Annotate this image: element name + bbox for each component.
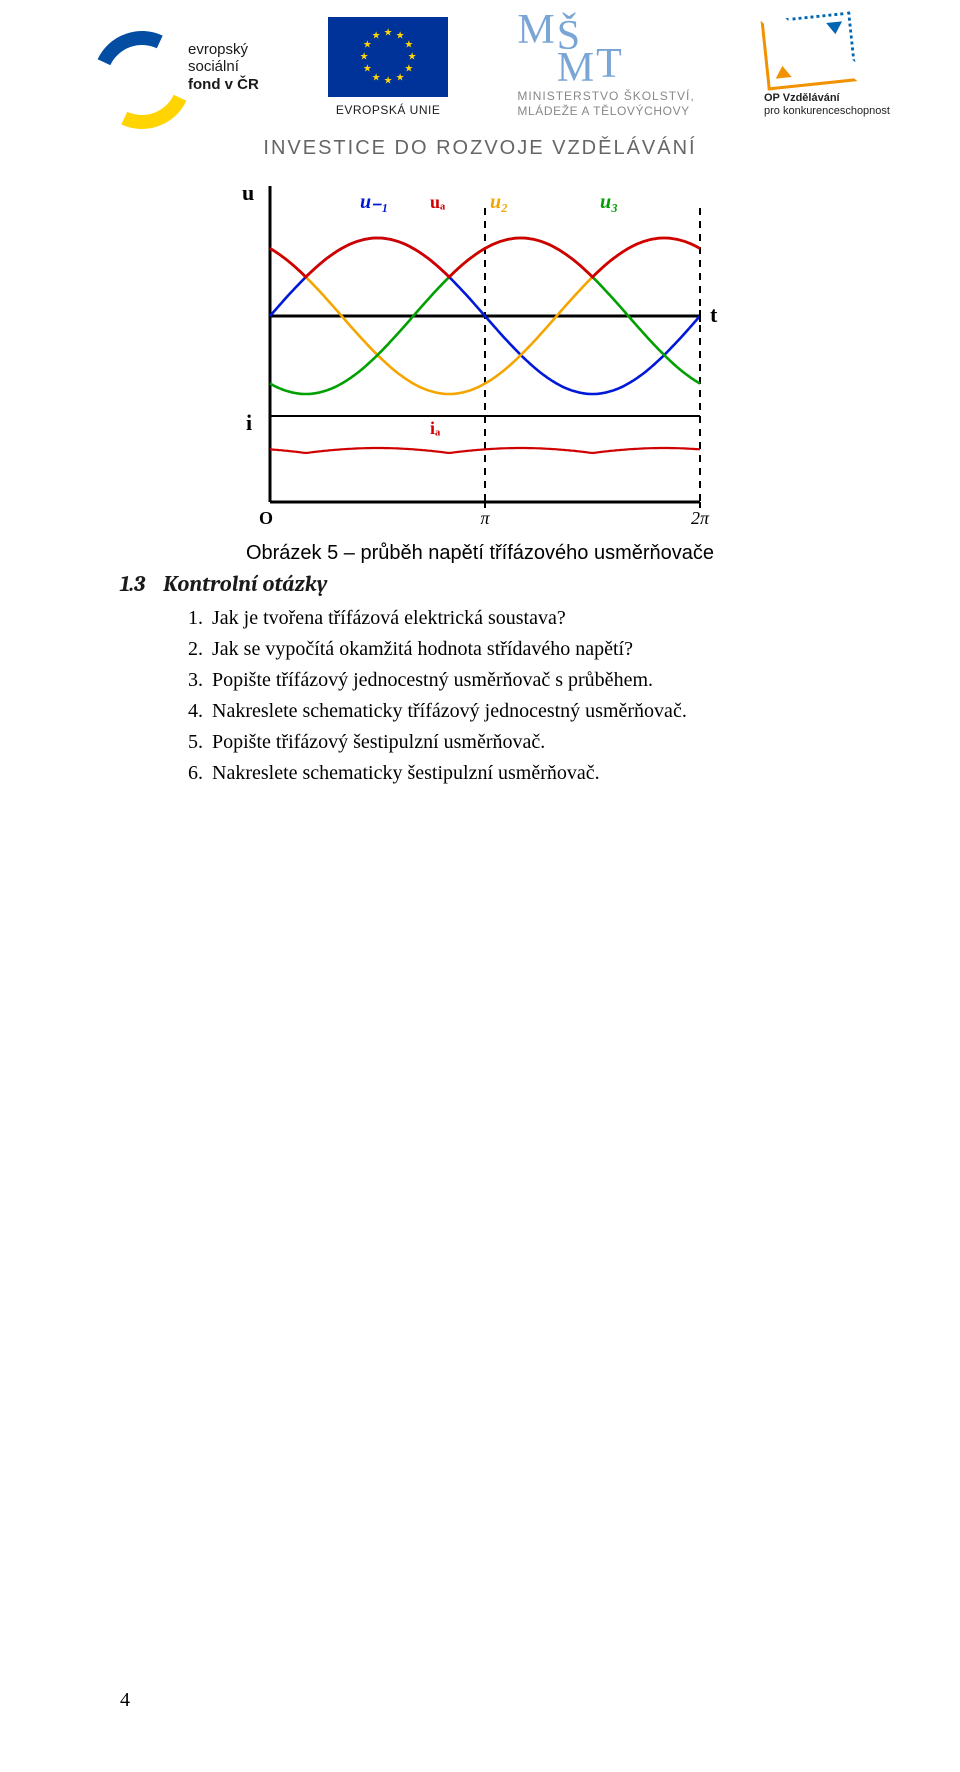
svg-text:u₃: u₃ [600, 191, 618, 213]
eu-star-icon: ★ [404, 64, 413, 75]
eu-star-icon: ★ [404, 40, 413, 51]
svg-text:u: u [242, 180, 254, 205]
eu-star-icon: ★ [360, 52, 369, 63]
svg-text:π: π [480, 508, 490, 528]
header-tagline: INVESTICE DO ROZVOJE VZDĚLÁVÁNÍ [0, 137, 960, 160]
eu-star-icon: ★ [372, 31, 381, 42]
svg-text:t: t [710, 302, 718, 327]
question-item: Jak je tvořena třífázová elektrická sous… [208, 603, 840, 634]
eu-caption: EVROPSKÁ UNIE [328, 103, 448, 117]
svg-text:uₐ: uₐ [430, 192, 446, 212]
op-logo-block: OP Vzdělávání pro konkurenceschopnost [764, 16, 890, 118]
page-number: 4 [120, 1689, 130, 1712]
eu-logo-block: ★★★★★★★★★★★★ EVROPSKÁ UNIE [328, 17, 448, 117]
svg-text:O: O [259, 508, 273, 528]
eu-star-icon: ★ [384, 28, 393, 39]
svg-text:esf: esf [73, 69, 105, 94]
svg-text:u₋₁: u₋₁ [360, 191, 389, 213]
esf-logo: esf [70, 27, 180, 107]
eu-star-icon: ★ [363, 40, 372, 51]
question-item: Nakreslete schematicky šestipulzní usměr… [208, 758, 840, 789]
chart-container: t u i Oπ 2π u₋₁ u₂ u₃ uₐ iₐ Obrázek 5 – průběh na… [220, 176, 740, 565]
op-caption: OP Vzdělávání pro konkurenceschopnost [764, 92, 890, 118]
op-triangle-a-icon [774, 65, 791, 79]
question-item: Popište třifázový šestipulzní usměrňovač… [208, 727, 840, 758]
msmt-wordmark-row2: MMT [517, 43, 694, 85]
esf-caption: evropský sociální fond v ČR [188, 41, 259, 93]
eu-star-icon: ★ [396, 72, 405, 83]
header-logos: esf evropský sociální fond v ČR ★★★★★★★★… [0, 0, 960, 119]
questions-list: Jak je tvořena třífázová elektrická sous… [208, 603, 840, 789]
svg-text:i: i [246, 410, 252, 435]
msmt-caption: MINISTERSTVO ŠKOLSTVÍ, MLÁDEŽE A TĚLOVÝC… [517, 89, 694, 119]
section-heading: 1.3 Kontrolní otázky [120, 571, 840, 597]
msmt-logo-block: MŠ MMT MINISTERSTVO ŠKOLSTVÍ, MLÁDEŽE A … [517, 15, 694, 119]
content-body: 1.3 Kontrolní otázky Jak je tvořena tříf… [0, 571, 960, 789]
esf-line3: fond v ČR [188, 76, 259, 93]
svg-text:u₂: u₂ [490, 191, 508, 213]
esf-wordmark-icon: esf [73, 65, 113, 95]
section-title: Kontrolní otázky [163, 571, 327, 597]
msmt-line1: MINISTERSTVO ŠKOLSTVÍ, [517, 89, 694, 104]
op-line1: OP Vzdělávání [764, 92, 840, 104]
svg-text:2π: 2π [691, 508, 710, 528]
op-line2: pro konkurenceschopnost [764, 105, 890, 117]
esf-logo-block: esf evropský sociální fond v ČR [70, 27, 259, 107]
eu-star-icon: ★ [363, 64, 372, 75]
op-logo-icon [761, 11, 858, 90]
eu-star-icon: ★ [396, 31, 405, 42]
question-item: Jak se vypočítá okamžitá hodnota střídav… [208, 634, 840, 665]
msmt-line2: MLÁDEŽE A TĚLOVÝCHOVY [517, 104, 694, 119]
question-item: Popište třífázový jednocestný usměrňovač… [208, 665, 840, 696]
op-triangle-b-icon [826, 21, 843, 35]
esf-line2: sociální [188, 58, 239, 75]
eu-stars: ★★★★★★★★★★★★ [358, 27, 418, 87]
question-item: Nakreslete schematicky třífázový jednoce… [208, 696, 840, 727]
esf-line1: evropský [188, 41, 248, 58]
section-number: 1.3 [120, 571, 145, 597]
eu-flag-icon: ★★★★★★★★★★★★ [328, 17, 448, 97]
eu-star-icon: ★ [384, 76, 393, 87]
chart-caption: Obrázek 5 – průběh napětí třífázového us… [220, 542, 740, 565]
svg-text:iₐ: iₐ [430, 418, 441, 438]
three-phase-chart: t u i Oπ 2π u₋₁ u₂ u₃ uₐ iₐ [220, 176, 740, 536]
eu-star-icon: ★ [408, 52, 417, 63]
eu-star-icon: ★ [372, 72, 381, 83]
